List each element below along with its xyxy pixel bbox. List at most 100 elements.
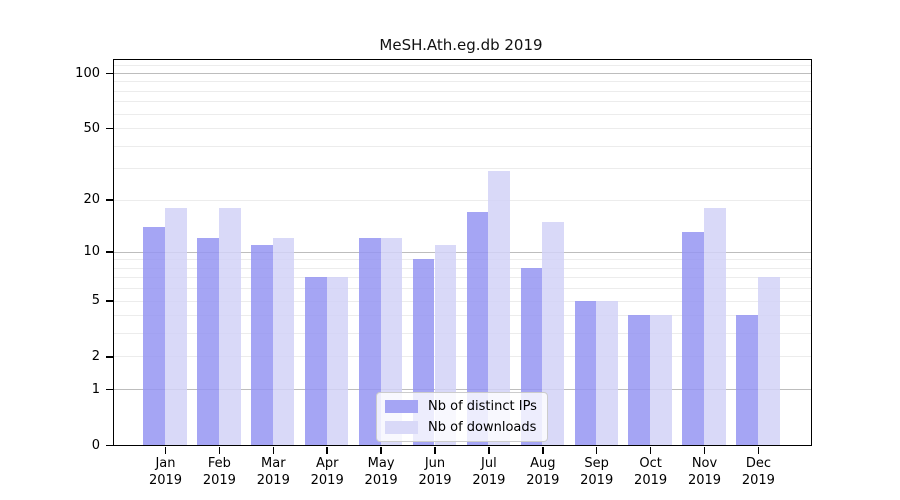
y-axis-tick-label: 10 xyxy=(83,244,100,260)
minor-gridline xyxy=(114,288,811,290)
y-axis-tick xyxy=(106,72,113,75)
minor-gridline xyxy=(114,333,811,335)
y-axis-tick xyxy=(106,356,113,358)
x-tick-month: Dec xyxy=(745,456,771,471)
x-axis-tick xyxy=(757,447,760,454)
bar-distinct-ips xyxy=(574,300,597,445)
x-tick-year: 2019 xyxy=(526,473,560,488)
x-tick-year: 2019 xyxy=(580,473,614,488)
bar-downloads xyxy=(326,277,349,445)
bar-downloads xyxy=(272,238,295,445)
minor-gridline xyxy=(114,277,811,279)
x-axis-tick-label: Apr 2019 xyxy=(295,455,359,489)
bar-distinct-ips xyxy=(143,226,165,445)
x-tick-month: Apr xyxy=(315,456,339,471)
x-axis-tick-label: Dec 2019 xyxy=(726,455,790,489)
x-axis-tick-label: Jul 2019 xyxy=(457,455,521,489)
bar-distinct-ips xyxy=(466,212,489,445)
legend-entry-distinct-ips: Nb of distinct IPs xyxy=(385,399,537,414)
bar-downloads xyxy=(757,277,780,445)
x-tick-year: 2019 xyxy=(202,473,236,488)
bar-downloads xyxy=(596,300,618,445)
minor-gridline xyxy=(114,259,811,261)
bar-distinct-ips xyxy=(305,277,327,445)
legend: Nb of distinct IPs Nb of downloads xyxy=(376,392,548,442)
x-axis-tick-label: Jun 2019 xyxy=(403,455,467,489)
minor-gridline xyxy=(114,90,811,92)
minor-gridline xyxy=(114,199,811,201)
x-axis-tick-label: Nov 2019 xyxy=(673,455,737,489)
x-tick-month: May xyxy=(367,456,395,471)
plot-area: Nb of distinct IPs Nb of downloads xyxy=(113,59,812,446)
bar-downloads xyxy=(218,207,241,445)
x-tick-year: 2019 xyxy=(687,473,722,488)
x-axis-tick xyxy=(542,447,544,454)
bar-distinct-ips xyxy=(628,315,651,445)
x-tick-year: 2019 xyxy=(634,473,668,488)
y-axis-tick xyxy=(106,127,113,130)
legend-label-downloads: Nb of downloads xyxy=(428,420,537,435)
legend-label-distinct-ips: Nb of distinct IPs xyxy=(428,399,537,414)
x-axis-tick xyxy=(326,447,328,454)
bar-distinct-ips xyxy=(197,238,219,445)
x-axis-tick xyxy=(164,447,167,454)
minor-gridline xyxy=(114,101,811,103)
x-tick-month: Aug xyxy=(530,456,556,471)
x-axis-tick xyxy=(218,447,221,454)
bar-downloads xyxy=(165,207,187,445)
y-axis-tick xyxy=(106,444,113,447)
x-tick-month: Sep xyxy=(584,456,609,471)
legend-swatch-downloads xyxy=(385,421,418,434)
minor-gridline xyxy=(114,315,811,317)
y-axis-tick-label: 0 xyxy=(91,437,100,453)
minor-gridline xyxy=(114,65,811,67)
legend-entry-downloads: Nb of downloads xyxy=(385,420,537,435)
y-axis-tick-label: 2 xyxy=(91,348,100,364)
x-tick-month: Jul xyxy=(481,456,497,471)
x-axis-tick-label: May 2019 xyxy=(349,455,413,489)
x-tick-year: 2019 xyxy=(256,473,290,488)
x-tick-month: Jan xyxy=(155,456,176,471)
y-axis-tick-label: 50 xyxy=(83,120,100,136)
y-axis-tick xyxy=(106,199,113,201)
bar-downloads xyxy=(704,207,726,445)
x-tick-year: 2019 xyxy=(472,473,506,488)
minor-gridline xyxy=(114,145,811,147)
minor-gridline xyxy=(114,168,811,170)
x-axis-tick xyxy=(488,447,490,454)
minor-gridline xyxy=(114,300,811,302)
major-gridline xyxy=(114,251,811,253)
x-axis-tick-label: Feb 2019 xyxy=(187,455,251,489)
y-axis-tick xyxy=(106,300,113,302)
y-axis-tick xyxy=(106,251,113,253)
minor-gridline xyxy=(114,267,811,269)
x-tick-year: 2019 xyxy=(741,473,775,488)
x-axis-tick xyxy=(434,447,436,454)
x-axis-tick-label: Sep 2019 xyxy=(565,455,629,489)
x-tick-month: Nov xyxy=(691,456,718,471)
bar-distinct-ips xyxy=(358,238,381,445)
x-axis-tick xyxy=(272,447,275,454)
x-axis-tick xyxy=(649,447,652,454)
x-tick-month: Mar xyxy=(261,456,286,471)
x-tick-year: 2019 xyxy=(148,473,183,488)
bar-downloads xyxy=(650,315,672,445)
y-axis-tick-label: 5 xyxy=(91,293,100,309)
x-tick-year: 2019 xyxy=(418,473,452,488)
y-axis-tick xyxy=(106,388,113,391)
bar-distinct-ips xyxy=(736,315,758,445)
x-axis-tick-label: Aug 2019 xyxy=(511,455,575,489)
legend-swatch-distinct-ips xyxy=(385,400,418,413)
minor-gridline xyxy=(114,128,811,130)
minor-gridline xyxy=(114,113,811,115)
x-axis-tick-label: Oct 2019 xyxy=(619,455,683,489)
chart-title: MeSH.Ath.eg.db 2019 xyxy=(379,36,543,54)
x-tick-year: 2019 xyxy=(310,473,344,488)
x-axis-tick xyxy=(703,447,706,454)
x-tick-month: Jun xyxy=(424,456,446,471)
x-axis-tick xyxy=(595,447,598,454)
x-tick-year: 2019 xyxy=(364,473,398,488)
y-axis-tick-label: 100 xyxy=(75,65,100,81)
x-tick-month: Feb xyxy=(207,456,231,471)
